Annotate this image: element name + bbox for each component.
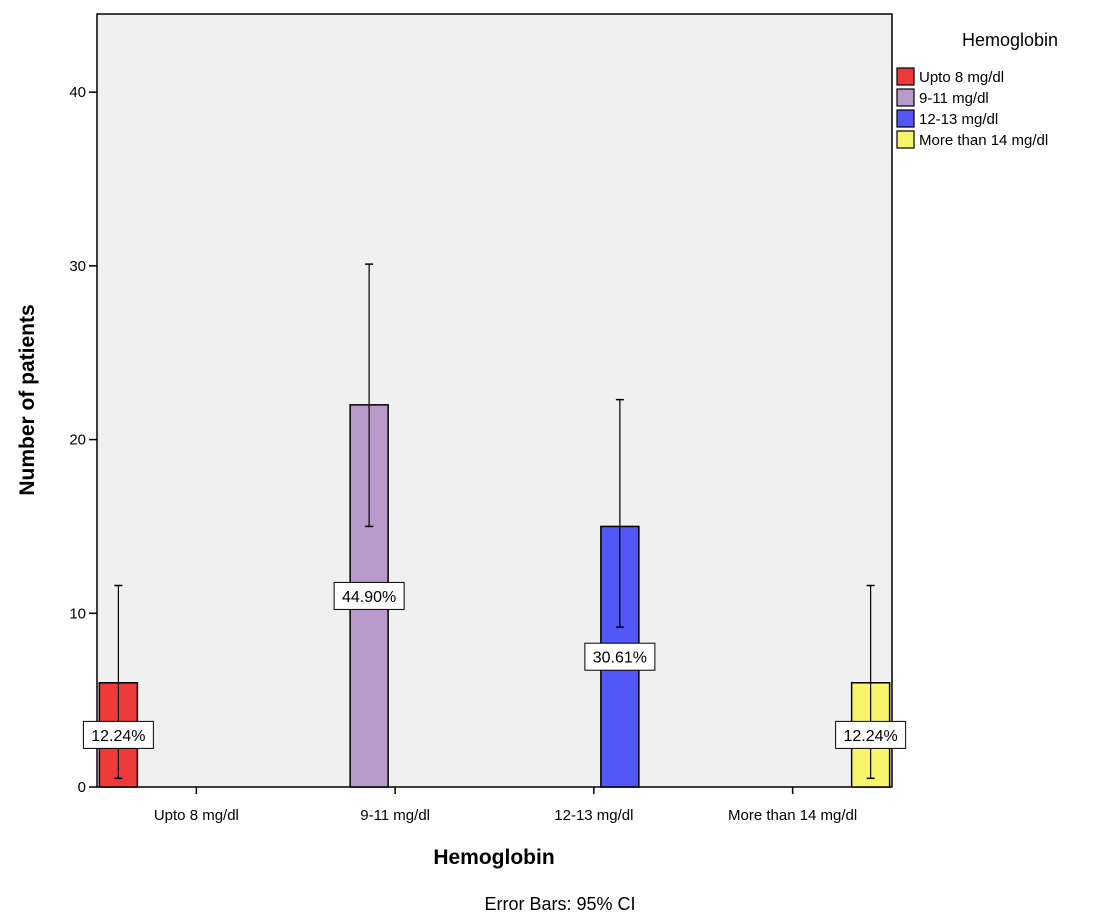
- data-label-box-1: [82, 720, 154, 749]
- plot-area: [96, 13, 893, 788]
- legend-entry-3: 12-13 mg/dl: [919, 111, 998, 128]
- legend-title: Hemoglobin: [962, 30, 1058, 50]
- data-label-3: 30.61%: [593, 650, 647, 667]
- y-axis: 0 10 20 30 40: [69, 84, 97, 796]
- y-tick-label-0: 0: [78, 779, 86, 796]
- data-label-box-2: [333, 581, 405, 610]
- x-tick-label-1: Upto 8 mg/dl: [154, 807, 239, 824]
- data-label-2: 44.90%: [342, 589, 396, 606]
- legend-swatch-1: [896, 67, 915, 86]
- y-axis-title: Number of patients: [16, 304, 39, 495]
- legend-swatch-4: [896, 130, 915, 149]
- legend-entry-4: More than 14 mg/dl: [919, 132, 1048, 149]
- legend-entry-2: 9-11 mg/dl: [919, 90, 989, 107]
- legend: Hemoglobin Upto 8 mg/dl 9-11 mg/dl 12-13 m…: [896, 30, 1058, 149]
- x-axis: Upto 8 mg/dl 9-11 mg/dl 12-13 mg/dl More th…: [154, 787, 857, 824]
- y-tick-label-10: 10: [69, 605, 86, 622]
- legend-swatch-3: [896, 109, 915, 128]
- data-label-box-3: [584, 642, 656, 671]
- data-label-1: 12.24%: [91, 728, 145, 745]
- x-tick-label-4: More than 14 mg/dl: [728, 807, 857, 824]
- legend-entry-1: Upto 8 mg/dl: [919, 69, 1004, 86]
- legend-swatch-2: [896, 88, 915, 107]
- x-tick-label-2: 9-11 mg/dl: [360, 807, 430, 824]
- data-labels-group: 12.24% 44.90% 30.61% 12.24%: [82, 581, 907, 749]
- x-tick-label-3: 12-13 mg/dl: [554, 807, 633, 824]
- y-tick-label-20: 20: [69, 432, 86, 449]
- y-tick-label-30: 30: [69, 258, 86, 275]
- data-label-4: 12.24%: [843, 728, 897, 745]
- data-label-box-4: [835, 720, 907, 749]
- y-tick-label-40: 40: [69, 84, 86, 101]
- x-axis-title: Hemoglobin: [433, 846, 554, 869]
- footnote: Error Bars: 95% CI: [484, 894, 635, 914]
